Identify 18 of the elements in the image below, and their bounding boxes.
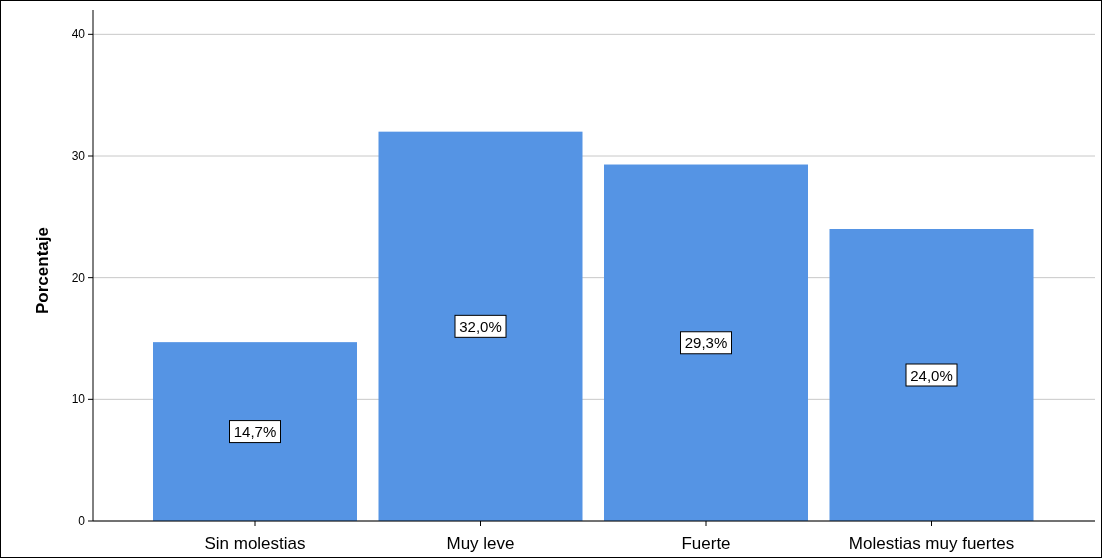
x-tick-label: Molestias muy fuertes: [848, 534, 1015, 553]
bar: [153, 342, 357, 521]
y-axis-title: Porcentaje: [33, 227, 52, 314]
data-label: 24,0%: [910, 366, 953, 384]
y-tick-label: 10: [71, 392, 86, 407]
x-tick-label: Fuerte: [681, 534, 731, 553]
y-tick-label: 0: [78, 514, 86, 528]
x-tick-label: Muy leve: [446, 534, 515, 553]
y-tick-label: 40: [71, 27, 86, 42]
x-tick-label: Sin molestias: [204, 534, 306, 553]
data-label: 29,3%: [684, 334, 728, 352]
data-label: 14,7%: [233, 423, 277, 441]
y-tick-label: 20: [71, 270, 86, 285]
bar: [829, 229, 1034, 521]
bar: [604, 164, 808, 521]
bar: [378, 131, 583, 521]
data-label: 32,0%: [459, 317, 502, 335]
y-tick-label: 30: [71, 149, 86, 163]
